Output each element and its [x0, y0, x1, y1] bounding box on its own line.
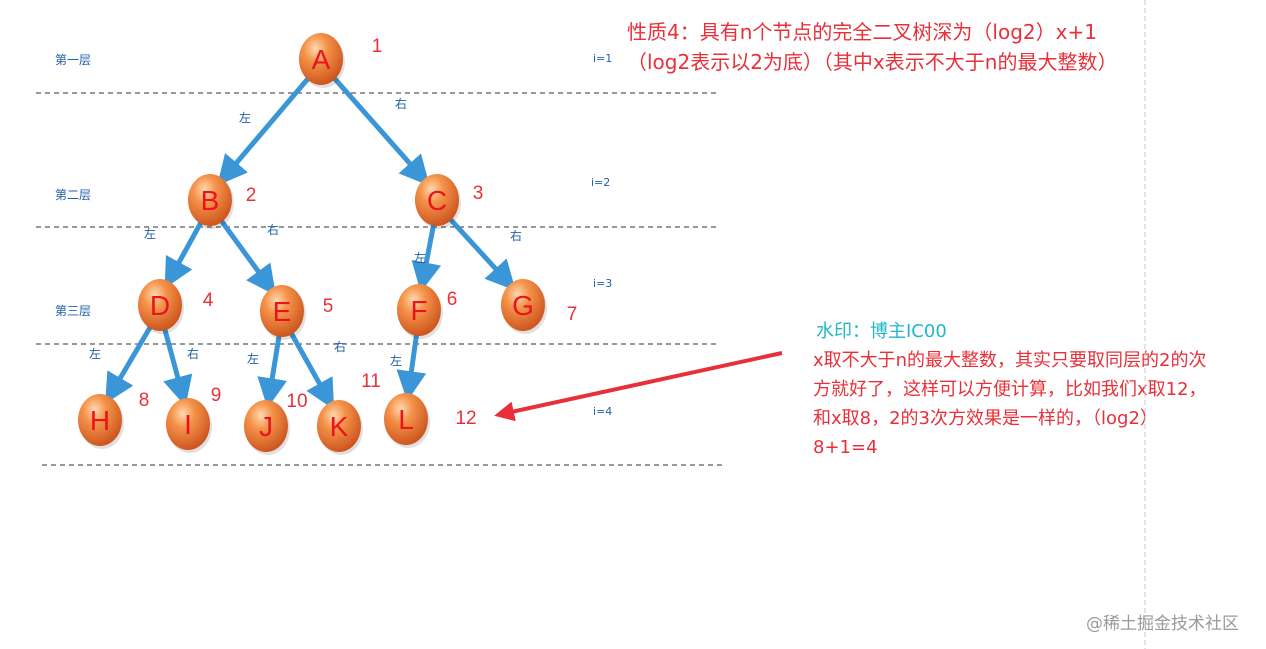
node-circle — [317, 400, 361, 452]
node-label-H: H — [90, 405, 110, 436]
edge-label-B-E: 右 — [267, 222, 279, 237]
edge-D-H — [105, 323, 154, 404]
node-label-I: I — [184, 409, 192, 440]
tree-node-H: H — [78, 394, 124, 449]
node-number-E: 5 — [323, 296, 334, 317]
node-circle — [415, 174, 459, 226]
level-index-3: i=3 — [593, 277, 612, 290]
node-number-A: 1 — [372, 36, 383, 57]
tree-node-J: J — [244, 400, 290, 455]
edge-B-E — [218, 217, 276, 296]
level-name-3: 第三层 — [55, 304, 91, 318]
pointer-arrow — [494, 351, 783, 422]
edge-A-B — [217, 75, 312, 186]
tree-node-I: I — [166, 398, 212, 453]
property-line-2: （log2表示以2为底）（其中x表示不大于n的最大整数） — [627, 50, 1118, 74]
node-circle — [138, 279, 182, 331]
tree-node-B: B — [188, 174, 234, 229]
node-circle — [188, 174, 232, 226]
edge-label-D-I: 右 — [187, 346, 199, 361]
node-circle — [299, 33, 343, 85]
edge-label-B-D: 左 — [144, 226, 156, 241]
node-circle — [244, 400, 288, 452]
note-line-3: 和x取8，2的3次方效果是一样的，（log2） — [813, 408, 1158, 429]
node-number-C: 3 — [473, 183, 484, 204]
tree-node-L: L — [384, 393, 430, 448]
node-circle — [384, 393, 428, 445]
property-line-1: 性质4：具有n个节点的完全二叉树深为（log2）x+1 — [627, 20, 1097, 44]
node-label-K: K — [330, 411, 349, 442]
edge-E-J — [257, 332, 288, 409]
node-label-E: E — [273, 296, 292, 327]
edge-label-C-F: 左 — [414, 250, 426, 265]
node-label-J: J — [259, 411, 273, 442]
tree-node-G: G — [501, 279, 547, 334]
note-line-4: 8+1=4 — [813, 437, 878, 458]
edge-F-L — [396, 331, 427, 402]
node-label-C: C — [427, 185, 447, 216]
node-number-G: 7 — [567, 304, 578, 325]
level-name-2: 第二层 — [55, 188, 91, 202]
edge-label-F-L: 左 — [390, 353, 402, 368]
node-label-A: A — [312, 44, 331, 75]
level-index-1: i=1 — [593, 52, 612, 65]
node-number-B: 2 — [246, 185, 257, 206]
level-index-2: i=2 — [591, 176, 610, 189]
tree-node-E: E — [260, 285, 306, 340]
node-circle — [260, 285, 304, 337]
edge-label-C-G: 右 — [510, 228, 522, 243]
tree-node-A: A — [299, 33, 345, 88]
level-name-1: 第一层 — [55, 53, 91, 67]
node-circle — [501, 279, 545, 331]
node-number-L: 12 — [455, 408, 476, 429]
edge-C-F — [411, 221, 442, 293]
node-label-F: F — [410, 295, 427, 326]
node-number-K: 11 — [361, 371, 381, 392]
edge-D-I — [162, 325, 193, 407]
node-number-H: 8 — [139, 390, 150, 411]
node-number-J: 10 — [286, 391, 307, 412]
edge-label-D-H: 左 — [89, 346, 101, 361]
tree-node-D: D — [138, 279, 184, 334]
tree-node-C: C — [415, 174, 461, 229]
edge-A-C — [331, 75, 430, 186]
edge-B-D — [164, 219, 204, 289]
node-circle — [166, 398, 210, 450]
edge-E-K — [288, 330, 335, 410]
level-index-4: i=4 — [593, 405, 612, 418]
node-circle — [397, 284, 441, 336]
tree-node-K: K — [317, 400, 363, 455]
node-number-I: 9 — [211, 385, 222, 406]
node-number-F: 6 — [447, 289, 458, 310]
node-label-G: G — [512, 290, 534, 321]
edge-label-A-B: 左 — [239, 110, 251, 125]
node-label-B: B — [201, 185, 220, 216]
node-number-D: 4 — [203, 290, 214, 311]
node-circle — [78, 394, 122, 446]
note-line-2: 方就好了，这样可以方便计算，比如我们x取12， — [813, 379, 1207, 400]
note-line-1: x取不大于n的最大整数，其实只要取同层的2的次 — [813, 350, 1207, 371]
node-label-L: L — [398, 404, 414, 435]
edge-C-G — [447, 216, 516, 291]
edge-label-E-K: 右 — [334, 339, 346, 354]
edge-label-E-J: 左 — [247, 351, 259, 366]
node-label-D: D — [150, 290, 170, 321]
site-watermark: @稀土掘金技术社区 — [1086, 614, 1239, 634]
watermark-label: 水印：博主IC00 — [816, 321, 947, 342]
edge-label-A-C: 右 — [395, 96, 407, 111]
tree-node-F: F — [397, 284, 443, 339]
